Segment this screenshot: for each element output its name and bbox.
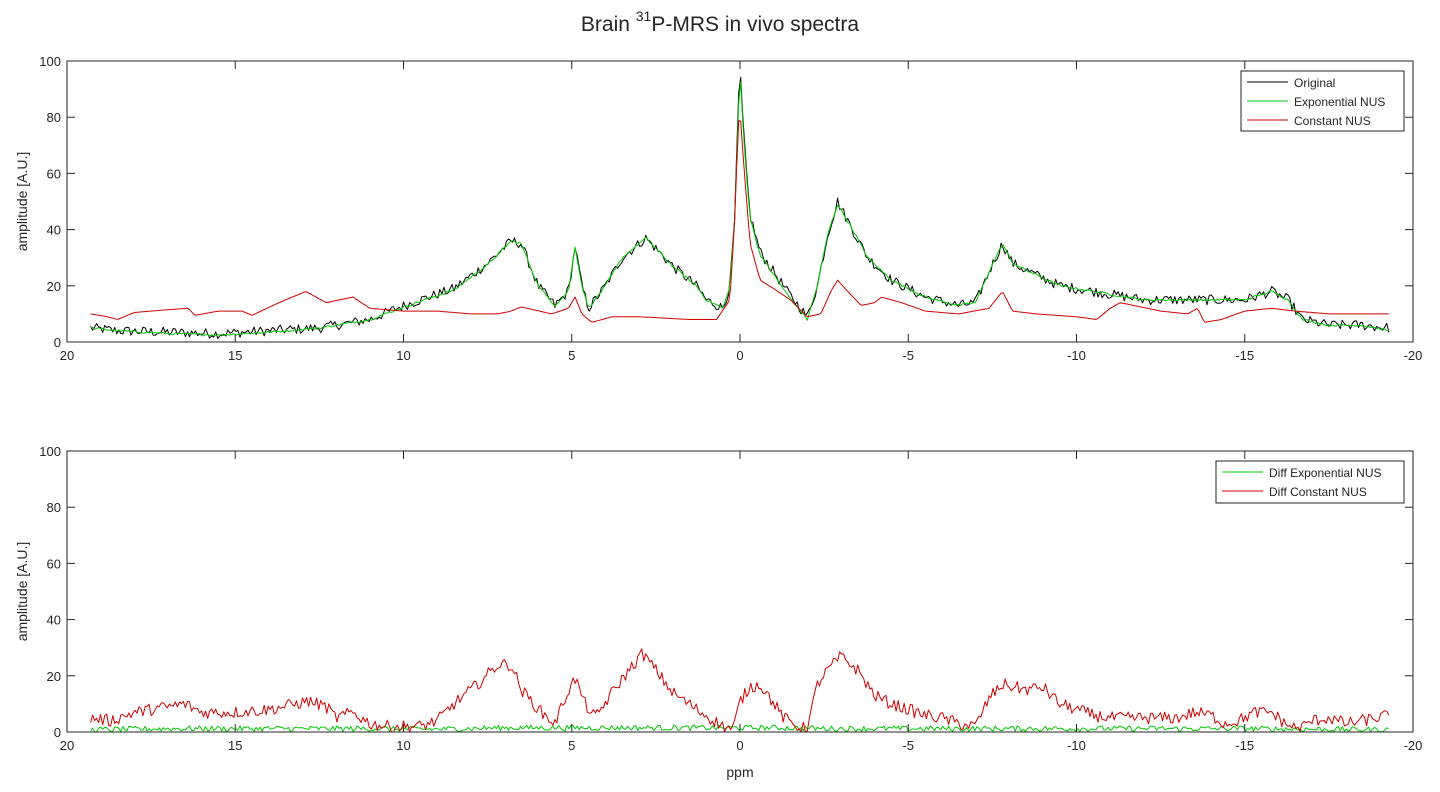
top-y-axis-label: amplitude [A.U.] <box>14 152 30 252</box>
bottom-y-tick-label: 80 <box>47 500 61 515</box>
bottom-plot-area <box>90 648 1390 732</box>
top-series-original <box>90 76 1390 340</box>
bottom-axes-box <box>66 450 1414 733</box>
top-legend-label: Constant NUS <box>1294 114 1371 128</box>
bottom-y-tick-label: 40 <box>47 613 61 628</box>
top-y-tick-label: 80 <box>47 110 61 125</box>
top-y-tick-label: 40 <box>47 223 61 238</box>
top-x-tick-label: 20 <box>60 348 74 363</box>
bottom-x-tick-label: -10 <box>1067 738 1086 753</box>
top-plot-area <box>90 76 1390 340</box>
bottom-legend-box <box>1215 460 1405 504</box>
title-text-post: P-MRS in vivo spectra <box>651 13 860 36</box>
bottom-y-tick-label: 100 <box>39 444 61 459</box>
bottom-x-tick-label: 20 <box>60 738 74 753</box>
top-x-tick-label: -10 <box>1067 348 1086 363</box>
top-series-exponential-nus <box>90 81 1390 337</box>
bottom-y-tick-label: 20 <box>47 669 61 684</box>
chart-title: Brain 31P-MRS in vivo spectra <box>0 8 1440 37</box>
top-legend-label: Exponential NUS <box>1294 95 1385 109</box>
bottom-y-tick-label: 60 <box>47 556 61 571</box>
bottom-x-tick-label: 15 <box>228 738 242 753</box>
top-x-tick-label: -5 <box>902 348 914 363</box>
top-x-tick-label: 0 <box>736 348 743 363</box>
top-x-tick-label: 10 <box>396 348 410 363</box>
top-x-tick-label: -15 <box>1235 348 1254 363</box>
top-y-tick-label: 0 <box>54 335 61 350</box>
top-x-tick-label: 5 <box>568 348 575 363</box>
bottom-y-tick-label: 0 <box>54 725 61 740</box>
top-series-constant-nus <box>90 120 1389 323</box>
bottom-x-tick-label: 0 <box>736 738 743 753</box>
bottom-series-diff-constant-nus <box>90 648 1390 732</box>
top-x-tick-label: -20 <box>1404 348 1423 363</box>
top-y-tick-label: 100 <box>39 54 61 69</box>
top-y-tick-label: 20 <box>47 279 61 294</box>
title-text-pre: Brain <box>580 13 636 36</box>
top-legend-label: Original <box>1294 76 1335 90</box>
title-superscript: 31 <box>635 8 652 24</box>
bottom-x-tick-label: 5 <box>568 738 575 753</box>
top-x-tick-label: 15 <box>228 348 242 363</box>
bottom-axes: 20 15 10 5 0 -5 -10 -15 -20020406080100amplitude… <box>14 444 1422 780</box>
bottom-x-tick-label: -20 <box>1404 738 1423 753</box>
top-axes: 20 15 10 5 0 -5 -10 -15 -20020406080100amplitude… <box>14 54 1422 363</box>
bottom-legend: Diff Exponential NUS Diff Constant NUS <box>1215 460 1405 504</box>
bottom-y-axis-label: amplitude [A.U.] <box>14 542 30 642</box>
top-y-tick-label: 60 <box>47 166 61 181</box>
bottom-x-tick-label: 10 <box>396 738 410 753</box>
bottom-legend-label: Diff Exponential NUS <box>1269 466 1382 480</box>
bottom-x-tick-label: -5 <box>902 738 914 753</box>
top-legend: Original Exponential NUS Constant NUS <box>1240 70 1405 132</box>
bottom-x-axis-label: ppm <box>726 764 753 780</box>
bottom-legend-label: Diff Constant NUS <box>1269 485 1367 499</box>
bottom-x-tick-label: -15 <box>1235 738 1254 753</box>
